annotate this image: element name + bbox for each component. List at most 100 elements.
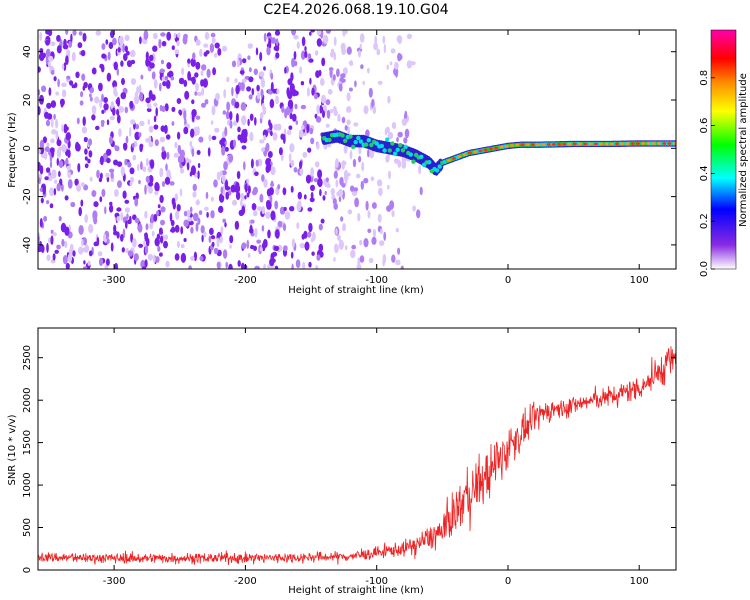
trace-core-blob <box>588 142 593 146</box>
noise-blob <box>46 142 50 147</box>
noise-blob <box>293 167 298 173</box>
noise-blob <box>178 109 182 115</box>
noise-blob <box>39 165 44 175</box>
noise-blob <box>192 191 197 198</box>
noise-blob <box>391 122 397 129</box>
noise-blob <box>365 129 370 138</box>
noise-blob <box>108 136 113 145</box>
spectrogram-y-axis-label: Frequency (Hz) <box>7 112 18 188</box>
noise-blob <box>156 210 159 217</box>
noise-blob <box>237 126 241 133</box>
noise-blob <box>406 60 413 69</box>
noise-blob <box>129 167 135 175</box>
noise-blob <box>84 244 90 253</box>
trace-mid-blob <box>400 148 406 153</box>
noise-blob <box>360 180 364 190</box>
spectrogram-noise-layer <box>38 30 423 269</box>
noise-blob <box>78 225 84 235</box>
noise-blob <box>258 71 265 77</box>
noise-blob <box>395 259 401 266</box>
noise-blob <box>335 158 339 169</box>
noise-blob <box>179 188 183 197</box>
noise-blob <box>144 245 149 255</box>
noise-blob <box>335 179 339 188</box>
noise-blob <box>38 245 43 253</box>
noise-blob <box>394 68 399 78</box>
noise-blob <box>371 202 377 209</box>
noise-blob <box>348 87 353 92</box>
noise-blob <box>327 89 333 95</box>
noise-blob <box>363 177 369 184</box>
noise-blob <box>62 44 69 50</box>
trace-mid-blob <box>327 137 332 143</box>
noise-blob <box>341 46 347 56</box>
noise-blob <box>84 214 89 223</box>
noise-blob <box>138 243 144 248</box>
noise-blob <box>164 103 169 112</box>
noise-blob <box>120 92 127 100</box>
noise-blob <box>174 141 178 149</box>
noise-blob <box>54 179 58 184</box>
noise-blob <box>47 30 53 37</box>
noise-blob <box>198 210 203 216</box>
noise-blob <box>260 88 264 98</box>
trace-core-blob <box>646 142 651 145</box>
noise-blob <box>160 219 165 226</box>
noise-blob <box>397 247 401 255</box>
noise-blob <box>243 128 248 139</box>
y-tick-label: 0 <box>22 145 33 151</box>
noise-blob <box>139 143 143 153</box>
noise-blob <box>259 193 264 203</box>
noise-blob <box>272 132 278 141</box>
noise-blob <box>149 159 155 170</box>
noise-blob <box>242 58 247 64</box>
noise-blob <box>217 48 222 56</box>
noise-blob <box>142 38 148 45</box>
y-tick-label: 40 <box>22 45 33 58</box>
noise-blob <box>342 67 348 75</box>
noise-blob <box>152 45 158 52</box>
noise-blob <box>161 59 164 65</box>
trace-core-blob <box>488 147 493 151</box>
noise-blob <box>91 114 96 121</box>
noise-blob <box>176 240 180 249</box>
noise-blob <box>195 82 199 92</box>
noise-blob <box>74 178 79 186</box>
noise-blob <box>93 216 98 225</box>
noise-blob <box>143 239 146 247</box>
noise-blob <box>166 31 172 41</box>
noise-blob <box>291 238 295 248</box>
noise-blob <box>367 228 372 233</box>
noise-blob <box>246 178 250 184</box>
noise-blob <box>310 184 315 192</box>
noise-blob <box>298 129 304 138</box>
noise-blob <box>67 179 73 189</box>
noise-blob <box>297 191 302 200</box>
noise-blob <box>156 183 160 192</box>
noise-blob <box>208 134 212 142</box>
noise-blob <box>53 113 56 120</box>
noise-blob <box>130 103 134 109</box>
noise-blob <box>389 61 393 66</box>
noise-blob <box>203 231 207 238</box>
noise-blob <box>64 195 69 201</box>
noise-blob <box>123 53 128 61</box>
noise-blob <box>270 130 273 137</box>
noise-blob <box>270 210 276 221</box>
noise-blob <box>166 151 170 160</box>
spectrogram-plot-area <box>38 30 676 269</box>
noise-blob <box>224 126 228 137</box>
noise-blob <box>52 232 57 237</box>
noise-blob <box>316 142 320 150</box>
noise-blob <box>306 87 310 97</box>
noise-blob <box>109 201 113 206</box>
noise-blob <box>124 199 130 204</box>
noise-blob <box>153 32 158 40</box>
trace-core-blob <box>630 142 635 146</box>
noise-blob <box>134 131 140 141</box>
noise-blob <box>189 206 193 214</box>
noise-blob <box>87 260 91 267</box>
noise-blob <box>118 128 122 137</box>
noise-blob <box>63 62 67 71</box>
noise-blob <box>224 146 229 152</box>
